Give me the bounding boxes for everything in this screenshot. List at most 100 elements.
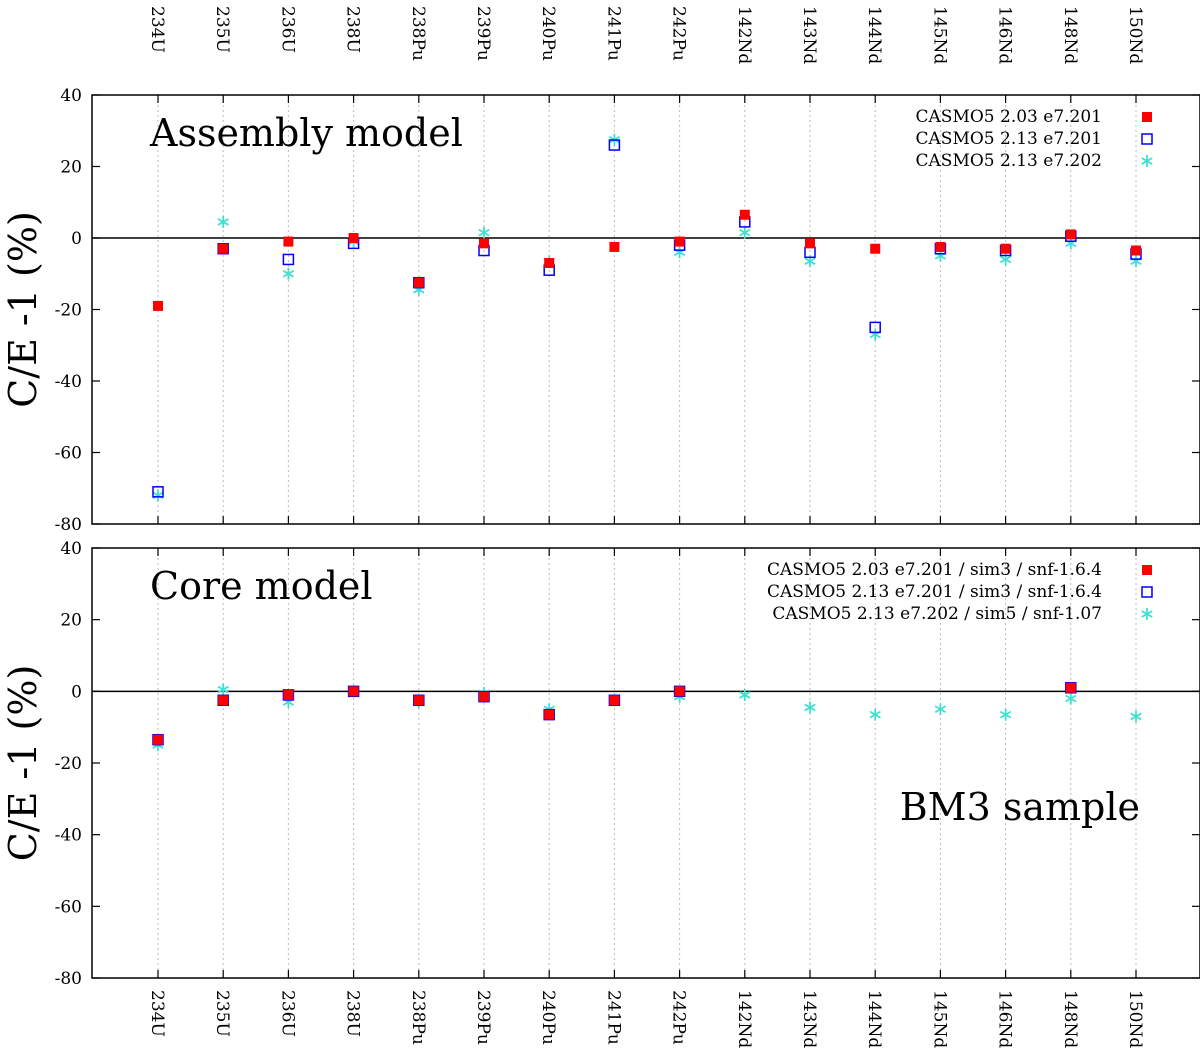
y-tick-label: -80 <box>55 969 82 989</box>
top-isotope-label: 150Nd <box>1125 6 1145 64</box>
data-point <box>739 226 751 239</box>
top-isotope-label: 240Pu <box>538 6 558 61</box>
bottom-isotope-label: 142Nd <box>734 990 754 1048</box>
legend-marker <box>1141 155 1153 167</box>
top-isotope-label: 235U <box>212 6 232 53</box>
legend-label: CASMO5 2.13 e7.202 / sim5 / snf-1.07 <box>772 604 1102 624</box>
data-point <box>348 233 359 243</box>
legend-marker <box>1141 608 1153 620</box>
y-tick-label: -40 <box>55 826 82 846</box>
y-tick-label: -60 <box>55 897 82 917</box>
legend-marker <box>1141 133 1153 145</box>
y-tick-label: -60 <box>55 444 82 464</box>
data-point <box>609 695 620 706</box>
data-point <box>869 321 881 334</box>
data-point <box>413 277 424 288</box>
data-point <box>1130 710 1142 723</box>
legend-label: CASMO5 2.03 e7.201 / sim3 / snf-1.6.4 <box>767 560 1102 580</box>
bottom-isotope-label: 148Nd <box>1060 990 1080 1048</box>
data-point <box>348 686 359 697</box>
bottom-isotope-label: 242Pu <box>669 990 689 1045</box>
data-point <box>218 695 229 706</box>
data-point <box>739 209 750 220</box>
data-point <box>479 691 489 702</box>
data-point <box>217 215 229 228</box>
data-point <box>608 139 621 151</box>
bottom-isotope-label: 236U <box>277 990 297 1037</box>
data-point <box>479 238 489 249</box>
data-point <box>739 688 751 701</box>
bottom-isotope-label: 241Pu <box>603 990 623 1045</box>
data-point <box>282 267 295 280</box>
bottom-isotope-label: 234U <box>147 990 167 1037</box>
top-isotope-label: 144Nd <box>864 6 884 64</box>
y-tick-label: -40 <box>55 372 82 392</box>
data-point <box>218 243 229 254</box>
bottom-isotope-label: 235U <box>212 990 232 1037</box>
data-point <box>674 686 685 697</box>
data-point <box>869 708 881 721</box>
data-point <box>804 701 816 714</box>
top-isotope-label: 239Pu <box>473 6 493 61</box>
y-tick-label: 40 <box>60 539 82 559</box>
data-point <box>544 709 555 720</box>
data-point <box>935 241 946 252</box>
bottom-isotope-axis: 234U 235U 236U 238U 238Pu 239Pu 240Pu 241Pu 242P… <box>147 990 1145 1048</box>
y-tick-label: 0 <box>71 682 82 702</box>
top-isotope-label: 234U <box>147 6 167 53</box>
core-model-panel: -80 -60 -40 -20 0 20 40 C/E -1 (%) Core model BM3… <box>1 539 1200 989</box>
data-point <box>1000 243 1011 254</box>
bottom-isotope-label: 144Nd <box>864 990 884 1048</box>
bottom-isotope-label: 145Nd <box>929 990 949 1048</box>
panel-title: Assembly model <box>149 111 463 155</box>
bottom-isotope-label: 238U <box>343 990 363 1037</box>
y-tick-label: 40 <box>60 86 82 106</box>
y-tick-label: 20 <box>60 158 82 178</box>
legend-label: CASMO5 2.13 e7.201 / sim3 / snf-1.6.4 <box>767 582 1102 602</box>
bottom-isotope-label: 146Nd <box>995 990 1015 1048</box>
top-isotope-label: 143Nd <box>799 6 819 64</box>
data-point <box>1065 692 1077 705</box>
legend-marker <box>1142 565 1152 575</box>
top-isotope-label: 238Pu <box>408 6 428 61</box>
data-point <box>869 328 881 341</box>
top-isotope-axis: 234U 235U 236U 238U 238Pu 239Pu 240Pu 241Pu 242P… <box>147 6 1145 64</box>
legend-marker <box>1141 586 1153 598</box>
legend-label: CASMO5 2.03 e7.201 <box>916 107 1102 127</box>
data-point <box>544 258 555 269</box>
data-point <box>282 253 295 266</box>
panel-title: Core model <box>150 564 373 608</box>
panel-annotation: BM3 sample <box>900 785 1140 829</box>
data-point <box>478 226 490 239</box>
y-tick-label: -20 <box>55 754 82 774</box>
data-point <box>153 734 163 745</box>
data-point <box>1065 229 1076 240</box>
data-point <box>674 236 685 247</box>
top-isotope-label: 148Nd <box>1060 6 1080 64</box>
top-isotope-label: 145Nd <box>929 6 949 64</box>
data-point <box>153 300 163 311</box>
data-point <box>1065 682 1076 693</box>
data-point <box>152 486 164 498</box>
y-tick-label: 20 <box>60 611 82 631</box>
data-point <box>870 243 881 254</box>
bottom-isotope-label: 238Pu <box>408 990 428 1045</box>
data-point <box>152 489 164 502</box>
y-axis-label: C/E -1 (%) <box>1 211 45 408</box>
bottom-isotope-label: 143Nd <box>799 990 819 1048</box>
data-point <box>934 703 947 716</box>
top-isotope-label: 146Nd <box>995 6 1015 64</box>
bottom-isotope-label: 150Nd <box>1125 990 1145 1048</box>
top-isotope-label: 236U <box>277 6 297 53</box>
top-isotope-label: 238U <box>343 6 363 53</box>
y-tick-label: -20 <box>55 301 82 321</box>
data-point <box>999 708 1012 721</box>
data-point <box>805 238 815 249</box>
legend-label: CASMO5 2.13 e7.201 <box>916 129 1102 149</box>
legend-label: CASMO5 2.13 e7.202 <box>916 151 1102 171</box>
data-point <box>283 689 294 700</box>
y-tick-label: 0 <box>71 229 82 249</box>
top-isotope-label: 241Pu <box>603 6 623 61</box>
y-axis-label: C/E -1 (%) <box>1 665 45 862</box>
